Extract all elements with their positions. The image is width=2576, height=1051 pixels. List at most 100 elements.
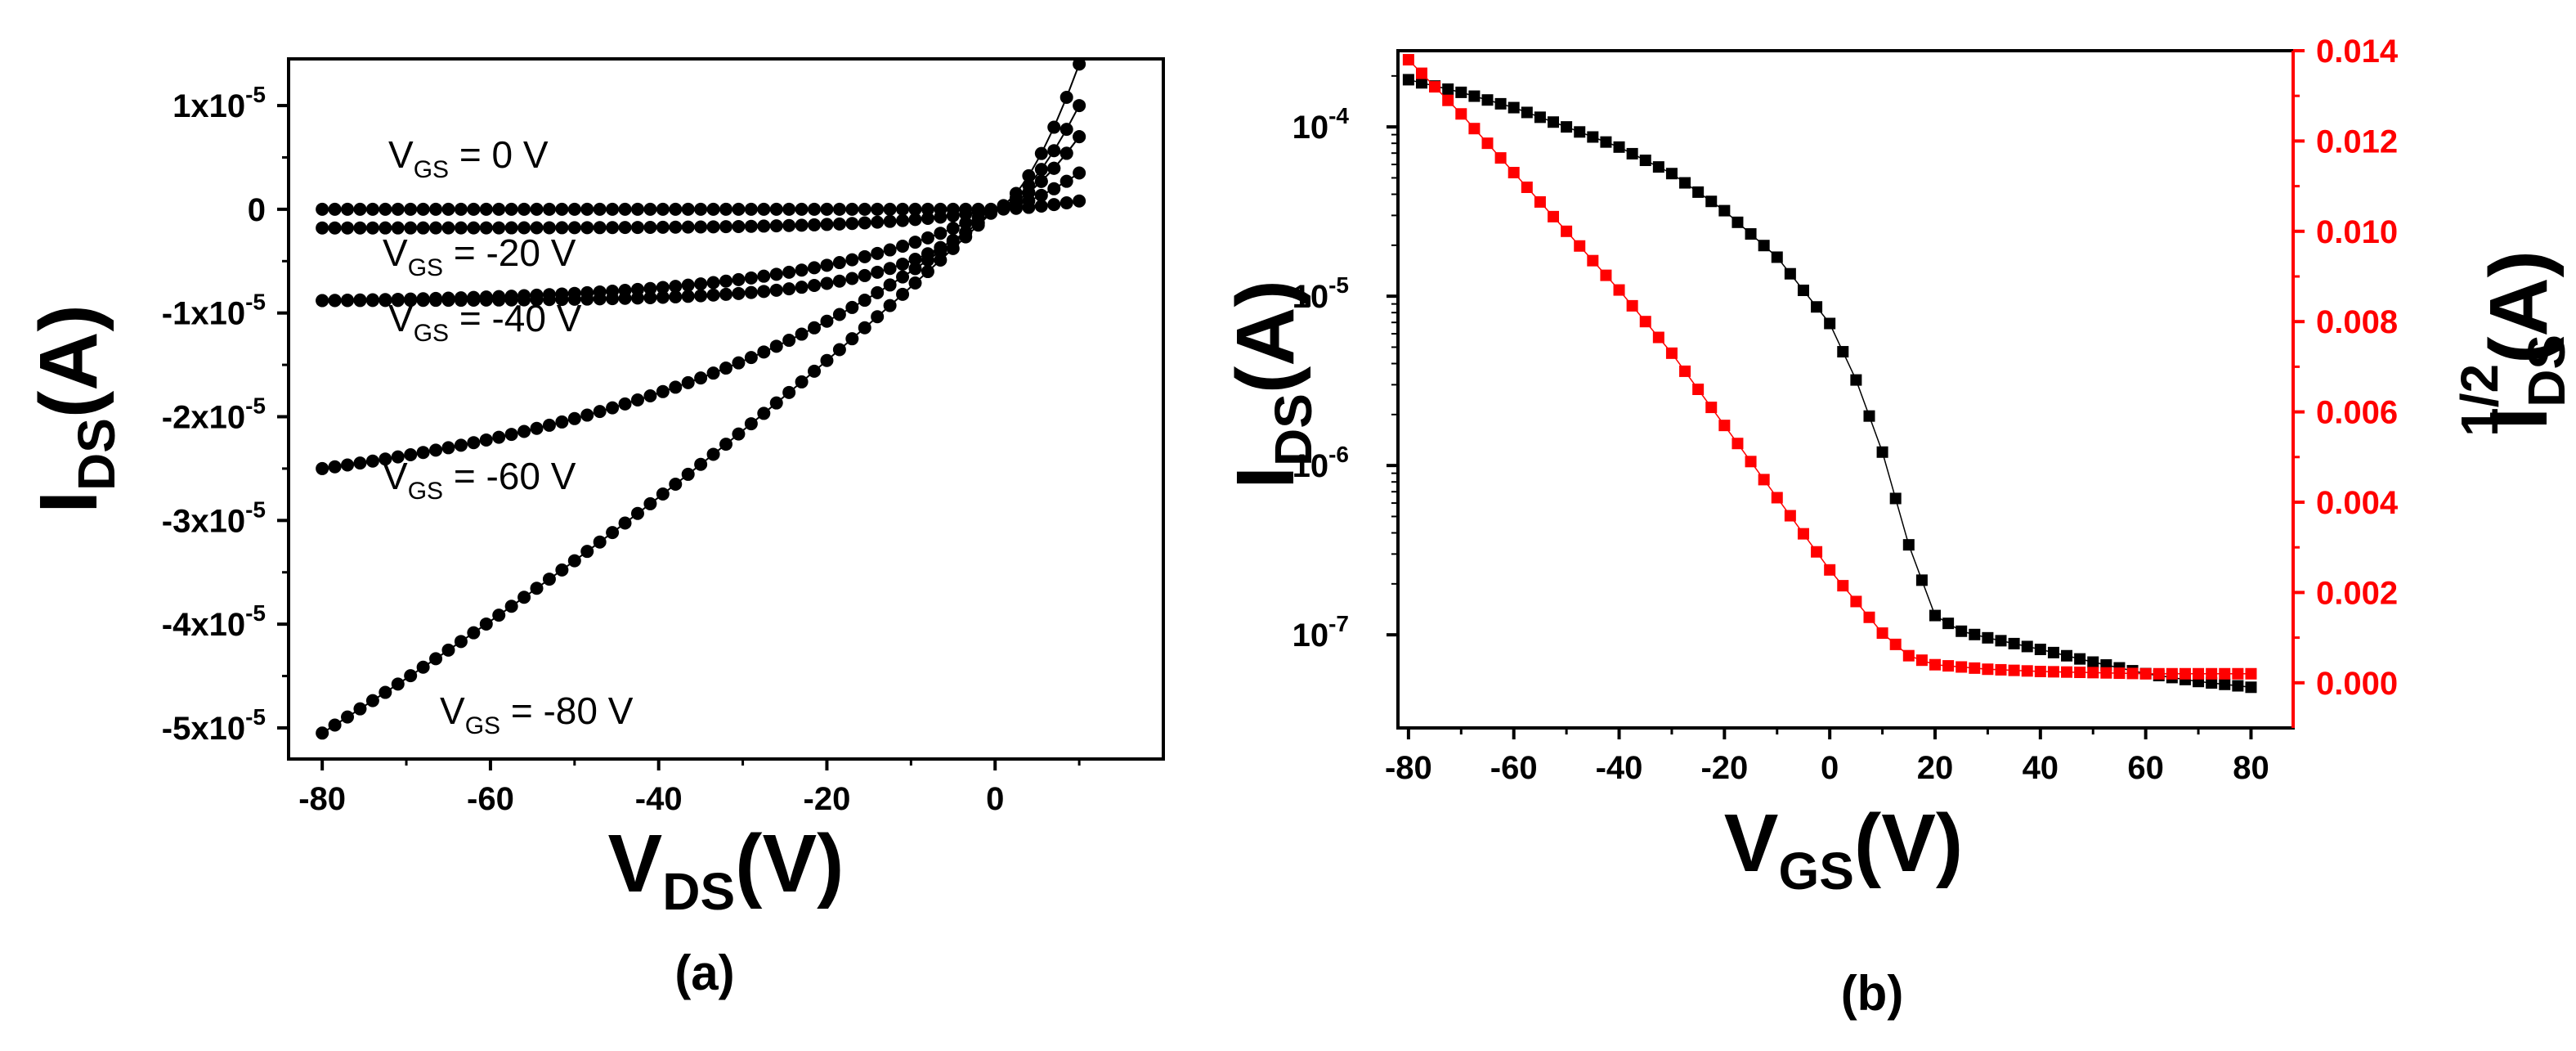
panel-b-data-point — [2245, 667, 2257, 680]
panel-a-data-point — [656, 384, 670, 398]
panel-a-data-point — [845, 272, 859, 285]
panel-a-data-point — [896, 257, 910, 271]
annotation-main: V — [388, 133, 414, 176]
panel-a-data-point — [379, 452, 392, 466]
panel-b-data-point — [1758, 240, 1770, 252]
panel-a-data-point — [883, 202, 897, 216]
panel-a-data-point — [353, 293, 367, 307]
panel-a-data-point — [618, 283, 632, 297]
panel-a-data-point — [404, 292, 418, 306]
panel-b-data-point — [1811, 546, 1823, 558]
panel-b-data-point — [1956, 661, 1968, 673]
panel-b-data-point — [2034, 666, 2046, 677]
panel-b-data-point — [1613, 141, 1625, 153]
panel-b-data-point — [2087, 667, 2099, 679]
panel-a-data-point — [681, 375, 695, 389]
panel-a-data-point — [1034, 199, 1048, 213]
panel-a-data-point — [530, 582, 544, 595]
panel-a-data-point — [669, 290, 683, 303]
panel-a-series-curve — [316, 57, 1086, 740]
panel-b-data-point — [1929, 609, 1941, 622]
panel-a-data-point — [820, 202, 834, 216]
annotation-main: V — [388, 297, 414, 339]
panel-a-data-point — [504, 221, 518, 235]
panel-a-data-point — [782, 385, 796, 399]
panel-a-data-point — [454, 221, 468, 235]
panel-a-data-point — [808, 364, 822, 378]
panel-a-data-point — [630, 282, 644, 296]
panel-a-data-point — [744, 351, 758, 365]
panel-a-data-point — [580, 202, 594, 216]
panel-a-data-point — [1060, 196, 1073, 210]
panel-a-data-point — [316, 294, 329, 308]
panel-b-data-point — [1468, 123, 1481, 135]
panel-a-x-tick-label: 0 — [986, 781, 1004, 817]
panel-a-data-point — [429, 652, 443, 666]
panel-b-data-point — [2245, 681, 2257, 694]
panel-a-data-point — [694, 371, 708, 385]
panel-a-y-tick-mantissa: -3x10 — [162, 503, 245, 539]
panel-a-y-tick-label: -5x10-5 — [162, 704, 266, 747]
panel-a-data-point — [744, 285, 758, 299]
panel-a-data-point — [845, 253, 859, 267]
log-tick-exponent: -7 — [1328, 611, 1349, 636]
panel-a-data-point — [1073, 57, 1086, 71]
panel-a-data-point — [316, 461, 329, 475]
annotation-rest: = -20 V — [443, 231, 576, 274]
panel-b-data-point — [2100, 667, 2112, 679]
panel-a-data-point — [404, 669, 418, 683]
panel-b-data-point — [1837, 580, 1849, 592]
panel-a-data-point — [669, 220, 683, 234]
panel-a-data-point — [820, 218, 834, 231]
panel-b-data-point — [1969, 628, 1981, 640]
panel-b-left-tick-label: 10-7 — [1292, 611, 1349, 654]
panel-a-data-point — [618, 516, 632, 530]
panel-a-data-point — [757, 345, 771, 359]
panel-a-data-point — [719, 202, 732, 216]
panel-a-data-point — [732, 286, 746, 300]
panel-a-data-point — [467, 436, 481, 450]
panel-b-right-y-axis-title-sub: DS — [2517, 335, 2576, 407]
panel-b-data-point — [1902, 539, 1915, 551]
panel-a-data-point — [555, 415, 569, 429]
panel-b-data-point — [1956, 625, 1968, 637]
panel-b-right-tick-label: 0.014 — [2316, 34, 2399, 70]
panel-b-data-point — [1587, 254, 1599, 267]
panel-a-data-point — [808, 261, 822, 275]
panel-a-data-point — [1073, 130, 1086, 144]
annotation-sub: GS — [414, 156, 449, 183]
panel-a-y-ticks: 1x10-50-1x10-5-2x10-5-3x10-5-4x10-5-5x10… — [162, 82, 289, 747]
panel-b: 10-410-510-610-7 0.0140.0120.0100.0080.0… — [1220, 34, 2576, 1021]
panel-a-data-point — [871, 246, 885, 260]
panel-b-data-point — [1850, 374, 1862, 386]
panel-b-data-point — [1574, 240, 1586, 252]
panel-a-data-point — [845, 202, 859, 216]
panel-b-data-point — [2232, 680, 2244, 692]
panel-a-data-point — [769, 396, 783, 410]
panel-a-data-point — [379, 221, 392, 235]
panel-b-data-point — [2074, 653, 2086, 665]
panel-b-data-point — [1942, 618, 1955, 630]
panel-b-data-point — [2206, 676, 2218, 689]
panel-a-x-axis-title-main: V — [608, 818, 663, 910]
panel-a-series-curve — [316, 99, 1086, 475]
annotation-rest: = -40 V — [449, 297, 582, 339]
panel-b-data-point — [1402, 54, 1414, 66]
panel-a-data-point — [681, 290, 695, 303]
panel-a-data-point — [669, 280, 683, 294]
panel-b-data-point — [1481, 94, 1494, 106]
panel-a-data-point — [858, 202, 871, 216]
panel-b-right-y-axis-title: IDS1/2(A) — [2450, 250, 2576, 437]
panel-b-x-axis-title-main: V — [1724, 797, 1779, 889]
panel-b-left-tick-label: 10-6 — [1292, 442, 1349, 484]
panel-a-data-point — [492, 202, 506, 216]
panel-b-data-point — [1442, 94, 1454, 106]
panel-a-data-point — [959, 216, 973, 230]
panel-a-data-point — [845, 217, 859, 231]
panel-b-data-point — [2179, 667, 2191, 680]
panel-a-data-point — [328, 460, 342, 474]
panel-a-data-point — [744, 271, 758, 285]
panel-b-data-point — [1600, 269, 1612, 281]
panel-a-data-point — [404, 221, 418, 235]
